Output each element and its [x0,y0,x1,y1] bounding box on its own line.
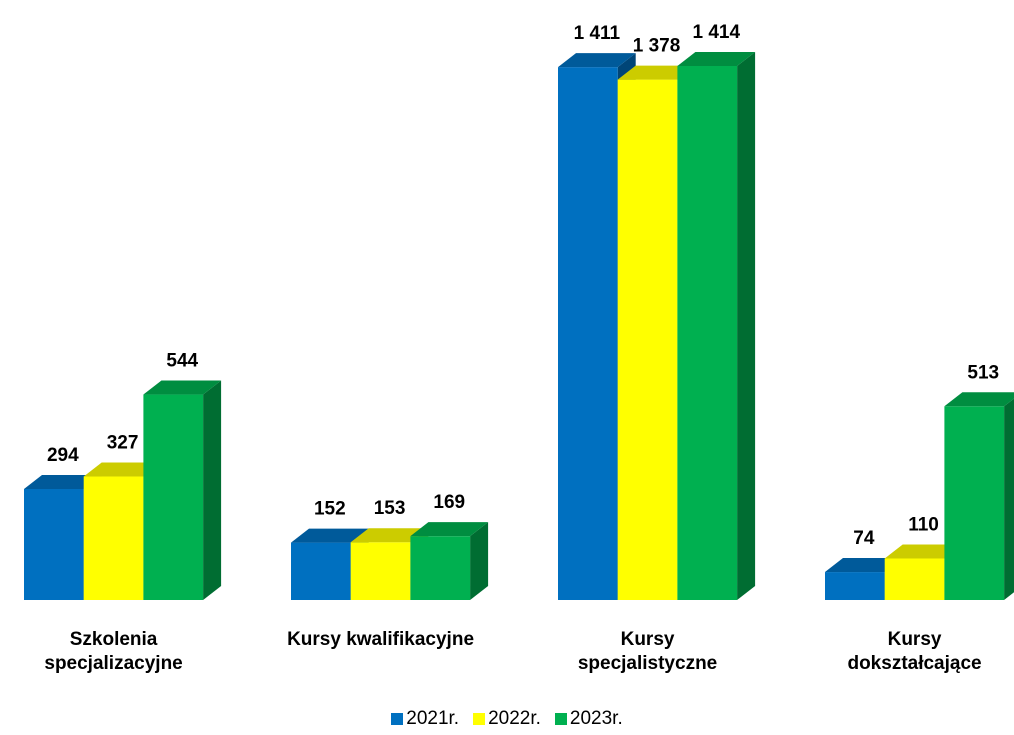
value-label: 544 [166,351,198,372]
value-label: 327 [107,433,139,454]
bar-side [203,380,222,600]
bar-top [350,528,429,543]
bar-front [677,66,738,600]
legend-item: 2023r. [554,708,623,730]
value-label: 110 [908,514,939,535]
bar [677,52,756,600]
category-label: Kursy specjalistyczne [577,629,718,674]
value-label: 1 378 [633,36,681,57]
bar [143,380,222,600]
bar-top [677,52,756,66]
bar-top [884,544,963,559]
bar-top [83,462,162,477]
value-label: 74 [853,528,875,549]
bar-front [884,558,945,600]
bar-front [944,406,1005,600]
bar-top [944,392,1014,407]
bar-front [825,572,885,600]
bar-top [143,380,222,395]
bar-top [24,474,102,489]
value-label: 294 [47,445,79,466]
value-label: 1 414 [692,22,740,43]
bar-front [143,394,204,600]
bar-top [558,53,636,68]
bar-side [737,52,756,600]
bar-front [617,79,678,601]
category-label: Szkolenia specjalizacyjne [44,629,183,674]
bar-front [24,488,84,600]
value-label: 169 [433,492,465,513]
legend: 2021r. 2022r. 2023r. [0,708,1014,730]
legend-label: 2023r. [569,708,623,729]
bar-top [825,558,903,573]
value-label: 152 [314,499,346,520]
value-label: 513 [967,362,999,383]
bar-side [470,522,489,600]
bar-front [291,542,351,600]
value-label: 153 [374,498,406,519]
bar-front [558,67,618,601]
category-label: Kursy dokształcające [847,629,982,674]
legend-item: 2022r. [473,708,541,730]
bar-front [83,476,144,600]
legend-label: 2022r. [488,708,541,729]
chart: 294 327 544 152 153 169 1 411 1 378 1 414 74 110 51… [24,22,1014,601]
bar-top [617,65,696,80]
bar-top [291,528,369,543]
legend-swatch [554,713,567,725]
legend-swatch [391,713,404,725]
bar-top [410,522,489,537]
bar-side [1004,398,1014,600]
bar [944,392,1014,600]
bar-front [410,536,471,600]
value-label: 1 411 [574,23,621,44]
bar [410,522,489,600]
legend-swatch [473,713,486,725]
bar-front [350,542,411,600]
legend-item: 2021r. [391,708,459,730]
category-label: Kursy kwalifikacyjne [287,629,475,650]
legend-label: 2021r. [406,708,460,729]
